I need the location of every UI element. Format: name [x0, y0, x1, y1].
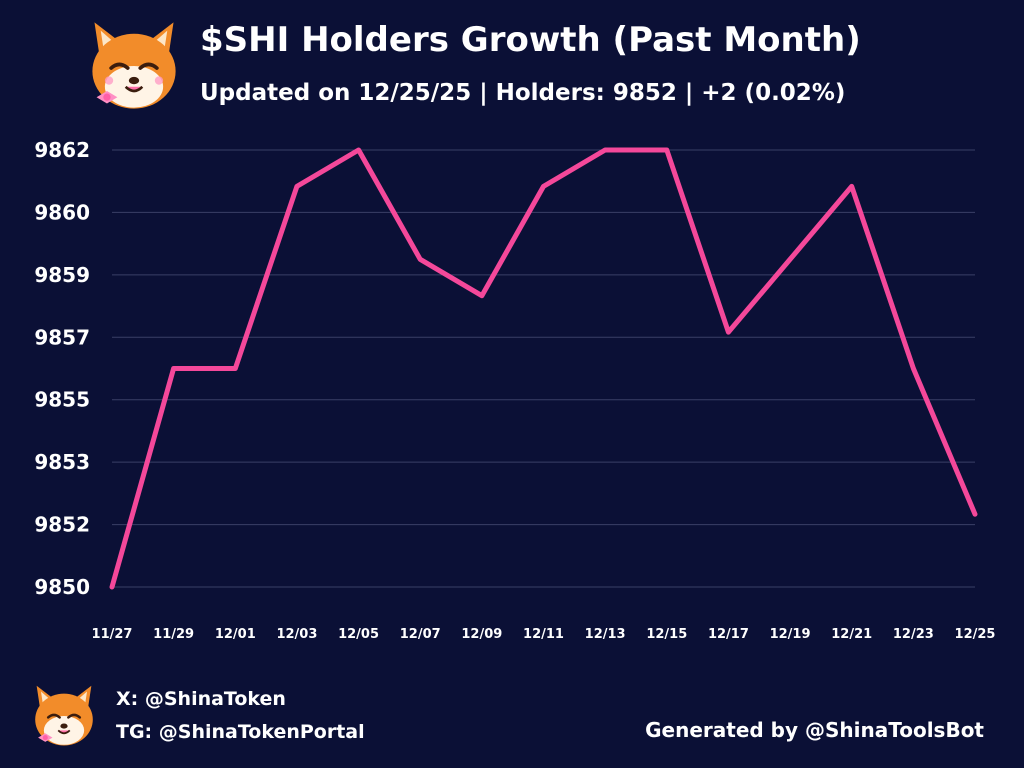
y-tick-label: 9862 [34, 138, 90, 162]
y-tick-label: 9857 [34, 325, 90, 349]
x-handle-text: X: @ShinaToken [116, 688, 286, 710]
shina-fox-logo-icon [92, 22, 176, 109]
x-tick-label: 12/13 [585, 627, 626, 642]
y-tick-label: 9853 [34, 450, 90, 474]
y-tick-label: 9860 [34, 200, 90, 224]
x-tick-label: 12/21 [831, 627, 872, 642]
x-tick-label: 11/27 [92, 627, 133, 642]
x-tick-label: 12/23 [893, 627, 934, 642]
x-tick-label: 12/03 [276, 627, 317, 642]
x-tick-label: 12/25 [955, 627, 996, 642]
y-tick-label: 9859 [34, 263, 90, 287]
x-tick-label: 12/19 [770, 627, 811, 642]
generated-by-text: Generated by @ShinaToolsBot [645, 718, 984, 742]
y-tick-label: 9855 [34, 388, 90, 412]
y-tick-label: 9850 [34, 575, 90, 599]
x-tick-label: 12/07 [400, 627, 441, 642]
y-tick-label: 9852 [34, 513, 90, 537]
x-tick-label: 12/05 [338, 627, 379, 642]
x-tick-label: 12/15 [646, 627, 687, 642]
x-tick-label: 12/17 [708, 627, 749, 642]
holders-series-line [109, 147, 978, 590]
tg-handle-text: TG: @ShinaTokenPortal [116, 721, 365, 743]
x-tick-label: 11/29 [153, 627, 194, 642]
x-tick-label: 12/09 [461, 627, 502, 642]
chart-title: $SHI Holders Growth (Past Month) [200, 20, 861, 60]
chart-subtitle: Updated on 12/25/25 | Holders: 9852 | +2… [200, 80, 846, 106]
shina-fox-footer-icon [35, 685, 93, 746]
x-tick-label: 12/11 [523, 627, 564, 642]
x-tick-label: 12/01 [215, 627, 256, 642]
